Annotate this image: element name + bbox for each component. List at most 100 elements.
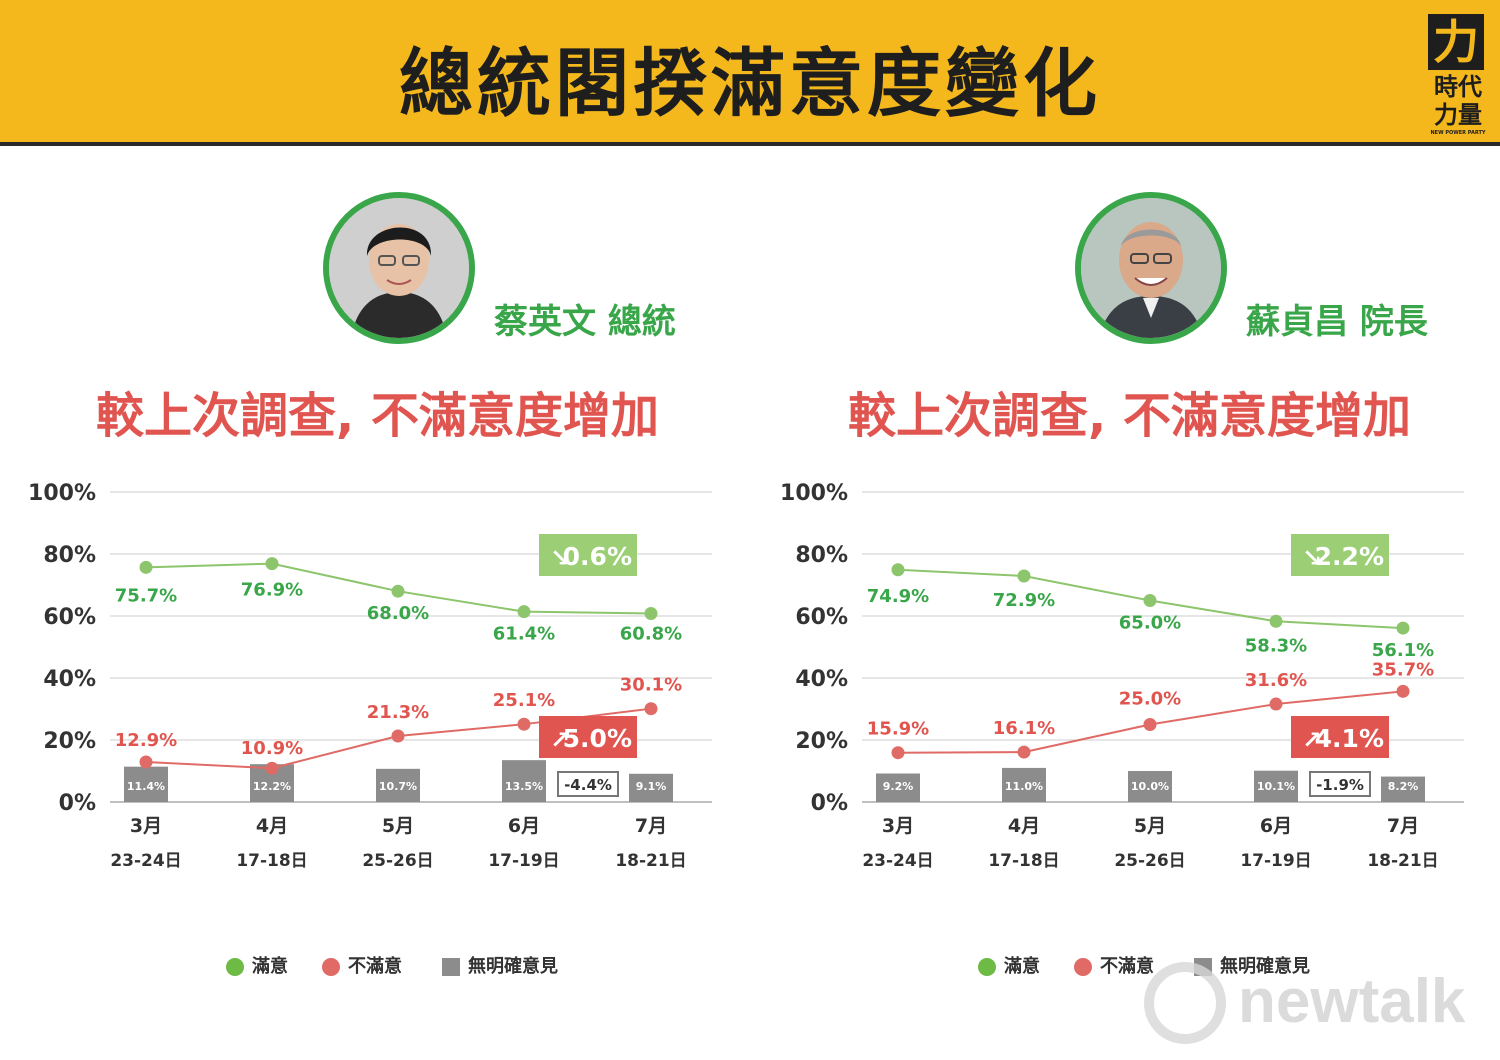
header-banner: 總統閣揆滿意度變化 力 時代 力量 NEW POWER PARTY <box>0 0 1500 146</box>
change-box-dissatisfied <box>1291 716 1389 758</box>
party-logo-en: NEW POWER PARTY <box>1430 130 1486 136</box>
x-tick-label: 3月 <box>882 815 914 837</box>
bar-data-label: 9.1% <box>636 780 667 793</box>
premier-name: 蘇貞昌 院長 <box>1246 302 1428 342</box>
y-tick-label: 100% <box>780 481 848 506</box>
y-tick-label: 0% <box>59 791 96 816</box>
arrow-down-icon: ↘ <box>1302 544 1322 572</box>
premier-headline: 較上次調查, 不滿意度增加 <box>848 388 1411 444</box>
change-dissatisfied-label: 5.0% <box>563 724 632 753</box>
y-tick-label: 40% <box>795 667 848 692</box>
data-label-dissatisfied: 21.3% <box>367 702 429 723</box>
data-label-satisfied: 76.9% <box>241 580 303 601</box>
change-dissatisfied-label: 4.1% <box>1315 724 1384 753</box>
bar-data-label: 8.2% <box>1388 780 1419 793</box>
legend-item-dissatisfied: 不滿意 <box>322 952 402 978</box>
chart-president-svg: 0% 20% 40% 60% 80% 100% 3月 23-24日 4月 17-18日 5月 25-2… <box>28 481 712 871</box>
point-dissatisfied <box>391 729 405 743</box>
x-tick-sublabel: 17-19日 <box>488 851 559 871</box>
data-label-satisfied: 60.8% <box>620 624 682 645</box>
bar-data-label: 12.2% <box>253 780 291 793</box>
x-tick-sublabel: 25-26日 <box>362 851 433 871</box>
legend-label: 無明確意見 <box>468 956 558 977</box>
bar-no-opinion <box>1381 776 1425 802</box>
legend-dot-satisfied <box>226 958 244 976</box>
page-title: 總統閣揆滿意度變化 <box>399 41 1101 127</box>
point-satisfied <box>1396 621 1410 635</box>
chart-premier-svg: 0% 20% 40% 60% 80% 100% 3月 23-24日 4月 17-18日 5月 25-2… <box>780 481 1464 871</box>
point-dissatisfied <box>1269 697 1283 711</box>
person-avatar-icon <box>1081 198 1221 338</box>
point-dissatisfied <box>891 746 905 760</box>
x-tick-sublabel: 17-18日 <box>236 851 307 871</box>
chart-premier: 0% 20% 40% 60% 80% 100% 3月 23-24日 4月 17-18日 5月 25-2… <box>772 470 1500 900</box>
y-tick-label: 100% <box>28 481 96 506</box>
legend-item-no-opinion: 無明確意見 <box>442 952 558 978</box>
x-tick-label: 4月 <box>256 815 288 837</box>
bar-data-label: 13.5% <box>505 780 543 793</box>
change-box-dissatisfied <box>539 716 637 758</box>
point-satisfied <box>265 557 279 571</box>
y-tick-label: 60% <box>795 605 848 630</box>
legend-label: 滿意 <box>252 956 288 977</box>
data-label-satisfied: 58.3% <box>1245 635 1307 656</box>
bar-data-label: 11.0% <box>1005 780 1043 793</box>
x-tick-sublabel: 17-18日 <box>988 851 1059 871</box>
x-tick-sublabel: 18-21日 <box>615 851 686 871</box>
y-tick-label: 20% <box>43 729 96 754</box>
change-box-no-opinion <box>1309 771 1371 797</box>
x-tick-label: 5月 <box>1134 815 1166 837</box>
x-tick-label: 4月 <box>1008 815 1040 837</box>
point-dissatisfied <box>139 755 153 769</box>
change-box-no-opinion <box>557 771 619 797</box>
y-tick-label: 40% <box>43 667 96 692</box>
data-label-satisfied: 74.9% <box>867 586 929 607</box>
data-label-dissatisfied: 10.9% <box>241 738 303 759</box>
legend-president: 滿意 不滿意 無明確意見 <box>226 952 606 982</box>
data-label-dissatisfied: 31.6% <box>1245 670 1307 691</box>
legend-label: 無明確意見 <box>1220 956 1310 977</box>
legend-label: 不滿意 <box>1100 956 1154 977</box>
x-tick-label: 6月 <box>1260 815 1292 837</box>
bar-data-label: 9.2% <box>883 780 914 793</box>
data-label-satisfied: 68.0% <box>367 603 429 624</box>
data-label-satisfied: 56.1% <box>1372 640 1434 661</box>
data-label-satisfied: 61.4% <box>493 624 555 645</box>
x-tick-label: 6月 <box>508 815 540 837</box>
x-tick-label: 3月 <box>130 815 162 837</box>
bar-no-opinion <box>376 768 420 802</box>
bar-no-opinion <box>1128 771 1172 802</box>
arrow-down-icon: ↘ <box>550 544 570 572</box>
x-tick-label: 7月 <box>1387 815 1419 837</box>
bar-data-label: 10.7% <box>379 780 417 793</box>
bar-no-opinion <box>876 773 920 802</box>
president-headline: 較上次調查, 不滿意度增加 <box>96 388 659 444</box>
legend-dot-dissatisfied <box>1074 958 1092 976</box>
party-logo-line1: 時代 <box>1434 73 1482 101</box>
change-satisfied-label: 2.2% <box>1315 542 1384 571</box>
bar-no-opinion <box>1254 770 1298 802</box>
point-satisfied <box>139 560 153 574</box>
arrow-up-icon: ↗ <box>1302 726 1322 754</box>
y-tick-label: 0% <box>811 791 848 816</box>
data-label-dissatisfied: 12.9% <box>115 730 177 751</box>
chart-president: 0% 20% 40% 60% 80% 100% 3月 23-24日 4月 17-18日 5月 25-2… <box>20 470 760 900</box>
point-satisfied <box>1017 569 1031 583</box>
point-satisfied <box>517 605 531 619</box>
point-dissatisfied <box>644 702 658 716</box>
point-satisfied <box>1143 594 1157 607</box>
data-label-satisfied: 65.0% <box>1119 613 1181 634</box>
portrait-premier <box>1075 192 1227 344</box>
y-tick-label: 80% <box>43 543 96 568</box>
legend-item-satisfied: 滿意 <box>226 952 288 978</box>
x-tick-label: 5月 <box>382 815 414 837</box>
x-tick-sublabel: 17-19日 <box>1240 851 1311 871</box>
bar-no-opinion <box>502 760 546 802</box>
x-tick-sublabel: 23-24日 <box>110 851 181 871</box>
legend-dot-dissatisfied <box>322 958 340 976</box>
party-logo: 力 時代 力量 NEW POWER PARTY <box>1428 14 1488 138</box>
data-label-dissatisfied: 16.1% <box>993 718 1055 739</box>
point-dissatisfied <box>517 717 531 731</box>
point-dissatisfied <box>1396 684 1410 698</box>
bar-data-label: 10.0% <box>1131 780 1169 793</box>
